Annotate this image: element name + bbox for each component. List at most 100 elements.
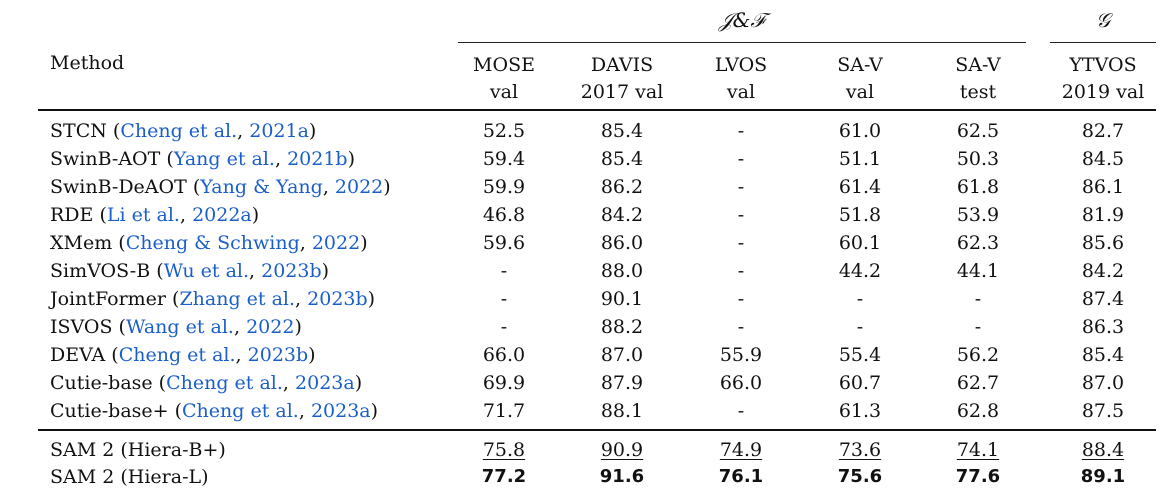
value-cell: 87.5 <box>1081 400 1125 422</box>
citation-open: ( <box>112 232 126 254</box>
citation-authors: Wang et al. <box>125 316 234 338</box>
citation-sep: , <box>274 148 288 170</box>
value-cell: 62.8 <box>956 400 1000 422</box>
method-cell: RDE (Li et al., 2022a) <box>50 201 259 229</box>
col-header-sav-val: SA-V val <box>800 52 920 106</box>
value-cell: 62.3 <box>956 232 1000 254</box>
citation-open: ( <box>106 120 121 142</box>
value-cell: 90.1 <box>600 288 644 310</box>
citation-open: ( <box>112 316 126 338</box>
value-cell: 88.2 <box>600 316 644 338</box>
value-cell: 62.5 <box>956 120 1000 142</box>
value-text: 89.1 <box>1080 466 1126 487</box>
citation-authors: Cheng et al. <box>120 120 238 142</box>
table-row: SAM 2 (Hiera-L) 77.2 91.6 76.1 75.6 77.6 89.1 <box>38 463 1156 491</box>
citation-authors: Yang et al. <box>173 148 275 170</box>
table-row: SimVOS-B (Wu et al., 2023b) - 88.0 - 44.2 44.… <box>38 257 1156 285</box>
value-cell: - <box>500 260 508 282</box>
citation-close: ) <box>347 148 356 170</box>
value-cell: 84.2 <box>600 204 644 226</box>
value-cell: 55.4 <box>838 344 882 366</box>
value-cell: 88.0 <box>600 260 644 282</box>
col-header-line1: DAVIS <box>590 54 654 76</box>
method-name: SwinB-AOT <box>50 148 161 170</box>
value-cell: 85.4 <box>600 148 644 170</box>
value-cell: 86.1 <box>1081 176 1125 198</box>
value-cell: 59.6 <box>482 232 526 254</box>
method-cell: STCN (Cheng et al., 2021a) <box>50 117 316 145</box>
citation-year: 2021b <box>287 148 348 170</box>
value-cell: - <box>737 120 745 142</box>
citation-open: ( <box>150 260 164 282</box>
value-cell: 84.5 <box>1081 148 1125 170</box>
method-cell: Cutie-base+ (Cheng et al., 2023a) <box>50 397 378 425</box>
citation-year: 2023a <box>295 372 355 394</box>
value-cell: - <box>737 148 745 170</box>
value-cell: 46.8 <box>482 204 526 226</box>
citation-close: ) <box>367 288 376 310</box>
value-text: 75.8 <box>482 439 526 461</box>
method-cell: DEVA (Cheng et al., 2023b) <box>50 341 316 369</box>
value-cell: 84.2 <box>1081 260 1125 282</box>
col-header-lvos: LVOS val <box>681 52 801 106</box>
value-cell: 76.1 <box>681 463 801 491</box>
value-text: 77.2 <box>481 466 527 487</box>
col-header-line2: val <box>489 81 519 103</box>
group-rule-g <box>1050 42 1156 43</box>
citation-sep: , <box>322 176 335 198</box>
citation-open: ( <box>166 288 180 310</box>
value-cell: 52.5 <box>482 120 526 142</box>
group-header-g: 𝒢 <box>1095 8 1111 32</box>
citation-close: ) <box>360 232 368 254</box>
value-cell: 66.0 <box>482 344 526 366</box>
method-cell: JointFormer (Zhang et al., 2023b) <box>50 285 375 313</box>
value-cell: 88.4 <box>1043 436 1163 464</box>
citation-open: ( <box>105 344 119 366</box>
citation-authors: Cheng et al. <box>182 400 299 422</box>
method-cell: XMem (Cheng & Schwing, 2022) <box>50 229 368 257</box>
value-cell: - <box>500 316 508 338</box>
value-cell: 77.2 <box>444 463 564 491</box>
value-cell: 77.6 <box>918 463 1038 491</box>
citation-close: ) <box>354 372 363 394</box>
value-cell: - <box>737 204 745 226</box>
citation-close: ) <box>294 316 302 338</box>
value-cell: - <box>737 176 745 198</box>
table-row: DEVA (Cheng et al., 2023b) 66.0 87.0 55.9 55… <box>38 341 1156 369</box>
citation-authors: Li et al. <box>106 204 180 226</box>
value-cell: 61.4 <box>838 176 882 198</box>
citation-authors: Wu et al. <box>163 260 250 282</box>
col-header-line1: YTVOS <box>1069 54 1137 76</box>
method-cell: SwinB-DeAOT (Yang & Yang, 2022) <box>50 173 391 201</box>
value-cell: - <box>737 316 745 338</box>
method-cell: SimVOS-B (Wu et al., 2023b) <box>50 257 329 285</box>
citation-year: 2022 <box>311 232 361 254</box>
value-cell: - <box>974 288 982 310</box>
group-rule-jf <box>458 42 1026 43</box>
col-header-line1: SA-V <box>837 54 883 76</box>
value-cell: 87.4 <box>1081 288 1125 310</box>
value-cell: - <box>856 316 864 338</box>
citation-year: 2021a <box>249 120 309 142</box>
citation-year: 2023b <box>247 344 309 366</box>
value-cell: 44.1 <box>956 260 1000 282</box>
value-cell: 51.8 <box>838 204 882 226</box>
value-cell: 51.1 <box>838 148 882 170</box>
col-header-line2: 2017 val <box>580 81 664 103</box>
method-cell: SwinB-AOT (Yang et al., 2021b) <box>50 145 355 173</box>
table-row: SAM 2 (Hiera-B+) 75.8 90.9 74.9 73.6 74.1 88.4 <box>38 436 1156 464</box>
value-text: 91.6 <box>599 466 645 487</box>
col-header-line1: SA-V <box>955 54 1001 76</box>
value-cell: 56.2 <box>956 344 1000 366</box>
method-name: RDE <box>50 204 94 226</box>
citation-close: ) <box>251 204 260 226</box>
citation-sep: , <box>237 120 250 142</box>
value-cell: - <box>737 232 745 254</box>
sam-rule <box>38 429 1156 431</box>
value-cell: 75.8 <box>444 436 564 464</box>
citation-year: 2023b <box>307 288 368 310</box>
col-header-davis: DAVIS 2017 val <box>562 52 682 106</box>
method-name: XMem <box>50 232 113 254</box>
table-row: SwinB-AOT (Yang et al., 2021b) 59.4 85.4 - 5… <box>38 145 1156 173</box>
value-cell: 71.7 <box>482 400 526 422</box>
